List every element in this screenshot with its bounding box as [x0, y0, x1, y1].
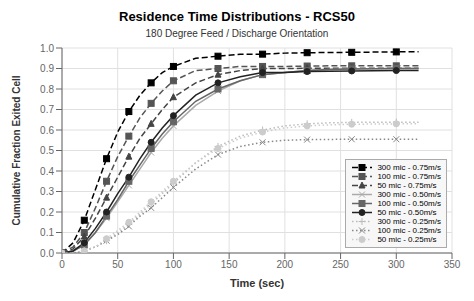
svg-text:0.0: 0.0	[40, 248, 54, 259]
html-text:300 mic - 0.75m/s: 300 mic - 0.75m/s	[377, 163, 441, 172]
svg-text:0.4: 0.4	[40, 166, 54, 177]
svg-text:50: 50	[112, 259, 124, 270]
svg-text:0.8: 0.8	[40, 84, 54, 95]
svg-text:0.7: 0.7	[40, 104, 54, 115]
html-text:50 mic - 0.50m/s: 50 mic - 0.50m/s	[377, 208, 437, 217]
html-text:300 mic - 0.25m/s: 300 mic - 0.25m/s	[377, 217, 441, 226]
svg-text:0.3: 0.3	[40, 186, 54, 197]
svg-text:0.2: 0.2	[40, 207, 54, 218]
html-text:50 mic - 0.25m/s: 50 mic - 0.25m/s	[377, 235, 437, 244]
svg-text:100: 100	[165, 259, 182, 270]
svg-text:0: 0	[59, 259, 65, 270]
svg-text:Time (sec): Time (sec)	[230, 277, 285, 289]
svg-text:250: 250	[332, 259, 349, 270]
svg-text:150: 150	[221, 259, 238, 270]
svg-text:Cumulative Fraction Exited Cel: Cumulative Fraction Exited Cell	[11, 75, 22, 225]
html-text:300 mic - 0.50m/s: 300 mic - 0.50m/s	[377, 190, 441, 199]
html-text:100 mic - 0.25m/s: 100 mic - 0.25m/s	[377, 226, 441, 235]
html-text:100 mic - 0.50m/s: 100 mic - 0.50m/s	[377, 199, 441, 208]
svg-text:0.1: 0.1	[40, 227, 54, 238]
svg-text:350: 350	[444, 259, 461, 270]
html-text:Residence Time Distributions -: Residence Time Distributions - RCS50	[119, 9, 355, 24]
svg-text:0.6: 0.6	[40, 125, 54, 136]
svg-text:200: 200	[277, 259, 294, 270]
svg-text:0.5: 0.5	[40, 145, 54, 156]
svg-text:0.9: 0.9	[40, 63, 54, 74]
html-text:50 mic - 0.75m/s: 50 mic - 0.75m/s	[377, 181, 437, 190]
svg-text:1.0: 1.0	[40, 43, 54, 54]
html-text:100 mic - 0.75m/s: 100 mic - 0.75m/s	[377, 172, 441, 181]
html-text:180 Degree Feed / Discharge Or: 180 Degree Feed / Discharge Orientation	[145, 28, 329, 39]
svg-text:300: 300	[388, 259, 405, 270]
